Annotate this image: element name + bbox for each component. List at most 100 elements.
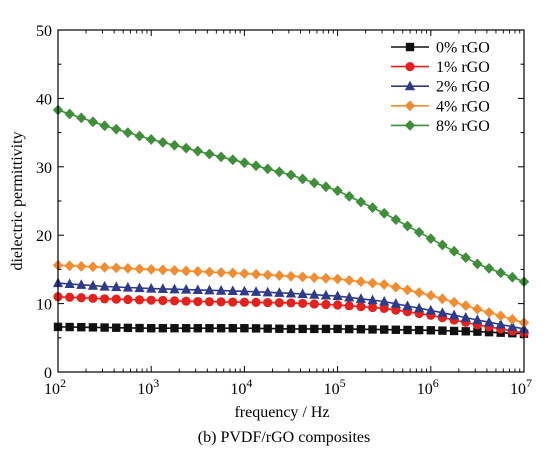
- data-point: [483, 316, 495, 327]
- data-point: [449, 326, 459, 336]
- data-point: [134, 263, 145, 275]
- data-point: [437, 239, 448, 251]
- data-point: [263, 324, 272, 333]
- data-point: [472, 258, 483, 270]
- data-point: [239, 285, 250, 296]
- data-point: [240, 324, 249, 333]
- data-point: [367, 277, 378, 289]
- data-point: [205, 324, 214, 333]
- data-point: [274, 298, 284, 308]
- data-point: [333, 324, 342, 334]
- data-point: [111, 262, 122, 274]
- data-point: [495, 267, 506, 279]
- data-point: [402, 300, 413, 311]
- legend-item: 2% rGO: [391, 79, 490, 96]
- data-point: [263, 297, 273, 308]
- y-tick-label: 50: [36, 23, 52, 40]
- data-point: [448, 245, 460, 257]
- data-point: [123, 294, 133, 305]
- figure-caption: (b) PVDF/rGO composites: [198, 429, 370, 446]
- y-tick-label: 30: [36, 160, 52, 177]
- data-point: [123, 323, 133, 333]
- data-point: [146, 134, 157, 145]
- data-point: [65, 292, 75, 302]
- y-tick-label: 20: [36, 228, 52, 245]
- data-point: [379, 295, 390, 306]
- data-point: [76, 260, 87, 272]
- data-point: [285, 169, 297, 181]
- data-point: [64, 108, 75, 120]
- data-point: [495, 310, 506, 322]
- data-point: [239, 268, 250, 279]
- data-point: [355, 196, 367, 208]
- data-point: [134, 282, 145, 293]
- data-point: [379, 207, 390, 219]
- y-axis-label: dielectric permittivity: [9, 131, 26, 270]
- data-point: [507, 313, 518, 325]
- legend-marker: [405, 42, 415, 52]
- data-point: [344, 190, 355, 202]
- data-point: [88, 293, 98, 303]
- y-tick-label: 40: [36, 91, 52, 108]
- y-tick-label: 10: [36, 297, 52, 314]
- data-point: [262, 269, 273, 281]
- data-point: [204, 148, 215, 160]
- data-point: [122, 281, 133, 292]
- data-point: [169, 283, 180, 294]
- data-point: [192, 266, 203, 277]
- data-point: [88, 323, 98, 332]
- data-point: [413, 226, 425, 238]
- data-point: [309, 272, 320, 284]
- data-point: [122, 127, 134, 139]
- data-point: [390, 214, 402, 226]
- data-point: [227, 285, 238, 296]
- data-point: [332, 185, 343, 197]
- data-point: [309, 289, 320, 299]
- data-point: [345, 324, 354, 334]
- data-point: [192, 145, 203, 157]
- data-point: [448, 296, 460, 308]
- data-point: [158, 295, 168, 306]
- data-point: [320, 181, 332, 193]
- data-point: [227, 267, 238, 279]
- data-point: [215, 151, 227, 163]
- data-point: [181, 324, 191, 333]
- data-point: [402, 220, 413, 232]
- data-point: [310, 324, 319, 334]
- data-point: [134, 295, 145, 305]
- series-2: [53, 292, 529, 338]
- data-point: [204, 284, 215, 295]
- data-point: [112, 323, 121, 332]
- data-point: [274, 270, 285, 281]
- data-point: [355, 293, 366, 303]
- data-point: [507, 321, 518, 331]
- data-point: [64, 278, 75, 289]
- data-point: [368, 325, 377, 334]
- data-point: [134, 130, 145, 142]
- legend-item: 4% rGO: [391, 98, 490, 115]
- data-point: [460, 252, 471, 264]
- data-point: [146, 282, 157, 293]
- y-tick-label: 0: [44, 365, 52, 382]
- data-point: [472, 314, 483, 325]
- data-point: [413, 287, 425, 299]
- data-point: [111, 294, 121, 304]
- x-tick-label: 104: [230, 376, 252, 398]
- data-point: [170, 324, 179, 333]
- data-point: [507, 271, 518, 283]
- data-point: [146, 295, 156, 305]
- data-point: [332, 273, 343, 285]
- data-point: [87, 261, 99, 273]
- data-point: [100, 323, 109, 332]
- data-point: [355, 276, 367, 288]
- data-point: [157, 283, 168, 293]
- data-point: [216, 285, 227, 295]
- data-point: [344, 301, 354, 311]
- data-point: [425, 304, 436, 315]
- data-point: [99, 261, 110, 273]
- data-point: [239, 297, 249, 307]
- data-point: [297, 173, 308, 185]
- data-point: [146, 264, 157, 275]
- x-tick-label: 103: [137, 376, 159, 398]
- data-point: [65, 322, 74, 332]
